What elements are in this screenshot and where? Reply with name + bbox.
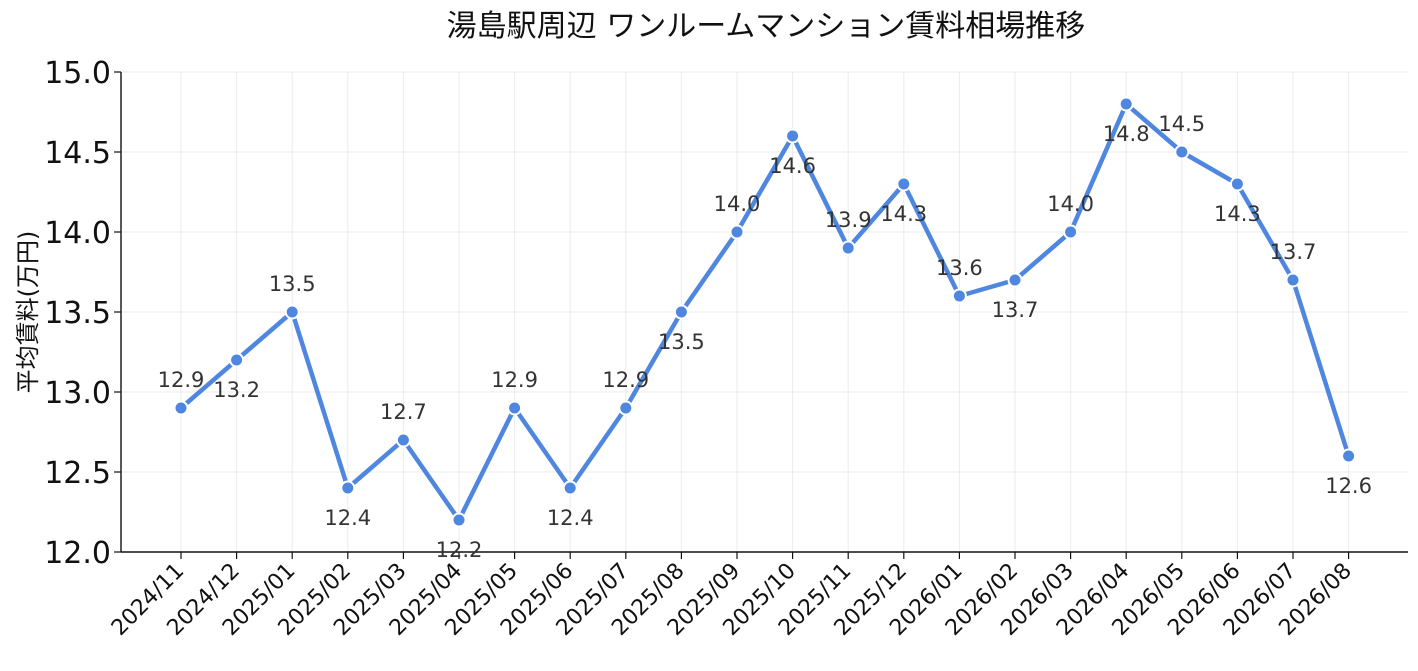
data-point: [173, 400, 189, 416]
y-tick-label: 12.5: [44, 456, 111, 491]
y-tick-label: 14.0: [44, 216, 111, 251]
data-label: 13.5: [269, 272, 316, 296]
data-label: 13.7: [992, 298, 1039, 322]
series-line: [178, 101, 1351, 523]
data-point: [395, 432, 411, 448]
y-axis-label: 平均賃料(万円): [14, 231, 42, 394]
data-point: [1118, 96, 1134, 112]
data-label: 13.9: [825, 208, 872, 232]
data-label: 14.0: [714, 192, 761, 216]
data-label: 12.7: [380, 400, 427, 424]
data-label: 14.0: [1047, 192, 1094, 216]
data-point: [729, 224, 745, 240]
data-point: [951, 288, 967, 304]
data-label: 13.7: [1270, 240, 1317, 264]
y-tick-label: 13.0: [44, 376, 111, 411]
data-label: 13.6: [936, 256, 983, 280]
grid: [121, 71, 1408, 553]
data-point: [896, 176, 912, 192]
data-point: [340, 480, 356, 496]
y-tick-label: 14.5: [44, 136, 111, 171]
y-tick-label: 15.0: [44, 56, 111, 91]
data-point: [1174, 144, 1190, 160]
data-point: [1341, 448, 1357, 464]
data-label: 13.2: [213, 378, 260, 402]
data-label: 14.6: [769, 154, 816, 178]
chart-title: 湯島駅周辺 ワンルームマンション賃料相場推移: [447, 9, 1086, 44]
data-point: [1063, 224, 1079, 240]
data-label: 13.5: [658, 330, 705, 354]
data-label: 12.4: [547, 506, 594, 530]
data-labels: 12.9 13.2 13.5 12.4 12.7 12.2 12.9 12.4 12.9 13.5…: [158, 112, 1372, 562]
data-label: 14.3: [880, 202, 927, 226]
data-point: [618, 400, 634, 416]
data-label: 12.2: [436, 538, 483, 562]
series: [173, 96, 1357, 528]
data-label: 12.9: [491, 368, 538, 392]
y-tick-label: 13.5: [44, 296, 111, 331]
x-ticks: 2024/112024/122025/012025/022025/032025/…: [107, 552, 1357, 641]
data-point: [451, 512, 467, 528]
data-point: [1007, 272, 1023, 288]
data-label: 12.6: [1325, 474, 1372, 498]
data-label: 12.9: [602, 368, 649, 392]
data-point: [562, 480, 578, 496]
y-ticks: 12.0 12.5 13.0 13.5 14.0 14.5 15.0: [44, 56, 121, 571]
data-point: [840, 240, 856, 256]
data-point: [284, 304, 300, 320]
data-label: 12.4: [324, 506, 371, 530]
data-label: 14.3: [1214, 202, 1261, 226]
data-point: [507, 400, 523, 416]
data-point: [229, 352, 245, 368]
data-point: [785, 128, 801, 144]
data-label: 14.8: [1103, 122, 1150, 146]
data-point: [1285, 272, 1301, 288]
data-label: 14.5: [1158, 112, 1205, 136]
data-label: 12.9: [158, 368, 205, 392]
data-point: [673, 304, 689, 320]
y-tick-label: 12.0: [44, 536, 111, 571]
data-point: [1229, 176, 1245, 192]
